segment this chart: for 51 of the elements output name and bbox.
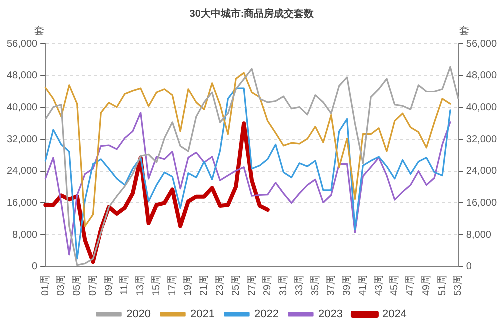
x-tick-label: 33周 [294, 274, 306, 296]
y-tick-label: 56,000 [6, 38, 38, 50]
y2-tick-label: 32,000 [466, 134, 498, 146]
x-tick-label: 13周 [136, 274, 147, 296]
y2-tick-label: 0 [466, 262, 472, 273]
y2-tick-label: 24,000 [466, 166, 498, 178]
x-tick-label: 43周 [374, 274, 385, 296]
x-tick-label: 35周 [310, 274, 322, 296]
legend-label: 2024 [382, 308, 407, 321]
y2-tick-label: 40,000 [466, 102, 498, 114]
x-tick-label: 19周 [183, 274, 194, 296]
y-tick-label: 48,000 [6, 70, 38, 82]
x-tick-label: 21周 [199, 274, 210, 296]
x-tick-label: 31周 [278, 274, 290, 296]
y2-tick-label: 8,000 [466, 230, 492, 241]
legend-label: 2021 [190, 308, 216, 321]
x-tick-label: 23周 [214, 274, 226, 296]
x-tick-label: 45周 [390, 274, 401, 296]
legend-label: 2023 [318, 308, 343, 321]
legend-label: 2022 [254, 308, 279, 321]
x-tick-label: 25周 [230, 274, 242, 296]
x-tick-label: 39周 [342, 274, 354, 296]
y-tick-label: 0 [32, 262, 38, 273]
x-tick-label: 07周 [88, 274, 99, 296]
x-tick-label: 03周 [56, 274, 68, 296]
y-tick-label: 16,000 [6, 198, 38, 209]
x-tick-label: 49周 [421, 274, 432, 296]
x-tick-label: 11周 [120, 274, 131, 296]
y-tick-label: 32,000 [6, 134, 38, 146]
y-axis-title: 套 [34, 24, 45, 37]
x-tick-label: 53周 [453, 274, 464, 296]
chart-title: 30大中城市:商品房成交套数 [190, 8, 316, 20]
y2-tick-label: 56,000 [466, 38, 498, 50]
x-tick-label: 15周 [151, 274, 162, 296]
x-tick-label: 17周 [167, 274, 178, 296]
y-tick-label: 40,000 [6, 102, 38, 114]
y-tick-label: 24,000 [6, 166, 38, 178]
x-tick-label: 05周 [72, 274, 84, 296]
y2-tick-label: 48,000 [466, 70, 498, 82]
y2-tick-label: 16,000 [466, 198, 498, 209]
x-tick-label: 47周 [406, 274, 417, 296]
x-tick-label: 29周 [262, 274, 274, 296]
x-tick-label: 27周 [246, 274, 258, 296]
y2-axis-title: 套 [459, 24, 470, 37]
x-tick-label: 41周 [358, 274, 369, 296]
x-tick-label: 09周 [104, 274, 115, 296]
y-tick-label: 8,000 [12, 230, 38, 241]
x-tick-label: 37周 [326, 274, 338, 296]
x-tick-label: 01周 [40, 274, 52, 296]
x-tick-label: 51周 [437, 274, 448, 296]
legend-label: 2020 [126, 308, 152, 321]
